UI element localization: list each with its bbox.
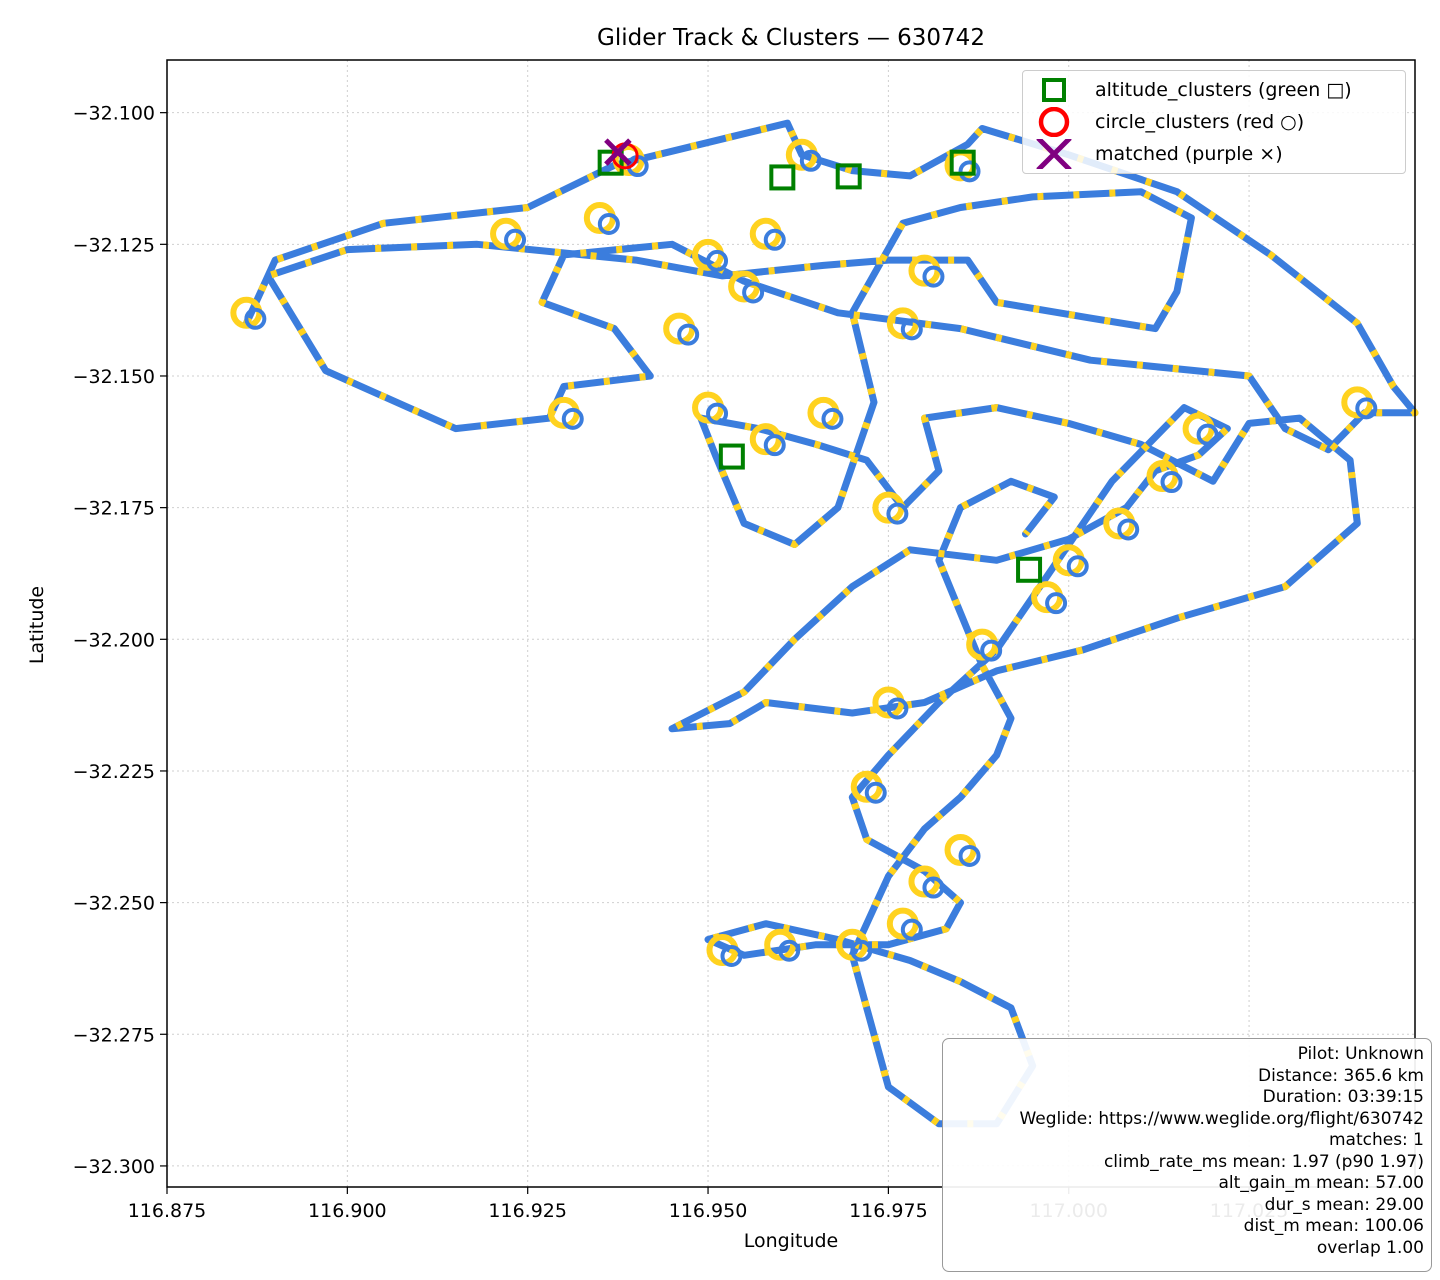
x-tick-label: 116.925 <box>488 1200 567 1222</box>
thermal-loop-inner <box>677 323 700 346</box>
y-tick-label: −32.100 <box>73 103 155 125</box>
info-distance-mean: dist_m mean: 100.06 <box>1243 1216 1424 1236</box>
red-circle-icon <box>1038 107 1070 137</box>
x-axis-label: Longitude <box>744 1230 839 1252</box>
info-climb-rate: climb_rate_ms mean: 1.97 (p90 1.97) <box>1103 1151 1424 1172</box>
y-tick-label: −32.200 <box>73 629 155 651</box>
thermal-loop-inner <box>922 876 945 899</box>
thermal-loop-inner <box>706 249 729 272</box>
altitude-cluster-marker <box>835 163 862 190</box>
info-weglide-link: Weglide: https://www.weglide.org/flight/… <box>1019 1108 1424 1129</box>
legend-item-matched: matched (purple ×) <box>1023 139 1405 169</box>
info-pilot: Pilot: Unknown <box>1297 1044 1424 1064</box>
thermal-loop-inner <box>706 402 729 425</box>
purple-x-icon <box>1036 139 1072 169</box>
thermal-loop-inner <box>1117 518 1140 541</box>
legend-item-altitude: altitude_clusters (green □) <box>1023 75 1405 105</box>
legend-label-altitude: altitude_clusters (green □) <box>1095 79 1352 101</box>
x-tick-label: 116.950 <box>669 1200 748 1222</box>
thermal-loop-inner <box>850 939 873 962</box>
thermal-loop-inner <box>778 939 801 962</box>
x-tick-label: 116.900 <box>308 1200 387 1222</box>
thermal-loop-inner <box>1160 471 1183 494</box>
altitude-cluster-marker <box>718 443 745 470</box>
altitude-cluster-marker <box>597 149 624 176</box>
thermal-loop-inner <box>958 844 981 867</box>
x-tick-label: 116.975 <box>849 1200 928 1222</box>
thermal-loop-inner <box>799 149 822 172</box>
thermal-loop-inner <box>597 212 620 235</box>
cluster-markers <box>597 138 1043 583</box>
info-overlap: overlap 1.00 <box>1316 1237 1424 1258</box>
thermal-loop-inner <box>900 318 923 341</box>
thermal-loop-inner <box>980 639 1003 662</box>
altitude-cluster-marker <box>769 164 796 191</box>
thermal-loop-inner <box>886 697 909 720</box>
y-tick-label: −32.150 <box>73 366 155 388</box>
y-tick-label: −32.250 <box>73 893 155 915</box>
y-tick-label: −32.175 <box>73 498 155 520</box>
thermal-loop-inner <box>1066 555 1089 578</box>
y-tick-label: −32.300 <box>73 1156 155 1178</box>
thermal-loop-inner <box>1355 397 1378 420</box>
plot-frame <box>166 59 1416 1188</box>
y-axis-label: Latitude <box>26 586 48 664</box>
thermal-loop-inner <box>561 407 584 430</box>
track-line-cruise <box>242 119 1419 1128</box>
thermal-loop-inner <box>1045 592 1068 615</box>
thermal-loop-inner <box>720 945 743 968</box>
thermal-loop-inner <box>763 434 786 457</box>
info-distance: Distance: 365.6 km <box>1258 1065 1424 1086</box>
legend-label-matched: matched (purple ×) <box>1095 143 1283 165</box>
thermal-loop-inner <box>900 918 923 941</box>
legend-label-circle: circle_clusters (red ○) <box>1095 111 1305 133</box>
thermal-loop-inner <box>864 781 887 804</box>
thermal-loop-inner <box>922 265 945 288</box>
thermal-loop-inner <box>763 228 786 251</box>
thermal-loop-inner <box>821 407 844 430</box>
thermal-loop-inner <box>504 228 527 251</box>
thermal-loop-inner <box>742 281 765 304</box>
thermal-loop-inner <box>244 307 267 330</box>
info-duration-mean: dur_s mean: 29.00 <box>1264 1194 1424 1215</box>
thermal-loop-inner <box>1196 423 1219 446</box>
info-duration: Duration: 03:39:15 <box>1262 1087 1424 1107</box>
green-square-icon <box>1042 78 1066 102</box>
y-tick-label: −32.225 <box>73 761 155 783</box>
altitude-cluster-marker <box>1016 556 1043 583</box>
glider-track <box>230 119 1419 1128</box>
legend: altitude_clusters (green □) circle_clust… <box>1022 70 1406 174</box>
track-line-climb-segments <box>243 119 1419 1128</box>
thermal-loop-inner <box>886 502 909 525</box>
y-tick-label: −32.125 <box>73 234 155 256</box>
legend-item-circle: circle_clusters (red ○) <box>1023 107 1405 137</box>
chart-title: Glider Track & Clusters — 630742 <box>597 25 985 51</box>
matched-marker <box>604 138 632 166</box>
x-tick-label: 116.875 <box>128 1200 207 1222</box>
altitude-cluster-marker <box>949 149 976 176</box>
flight-info-box: Pilot: Unknown Distance: 365.6 km Durati… <box>942 1038 1432 1272</box>
y-tick-label: −32.275 <box>73 1024 155 1046</box>
info-alt-gain: alt_gain_m mean: 57.00 <box>1218 1173 1425 1193</box>
thermal-loop-inner <box>958 160 981 183</box>
info-matches: matches: 1 <box>1328 1130 1424 1150</box>
